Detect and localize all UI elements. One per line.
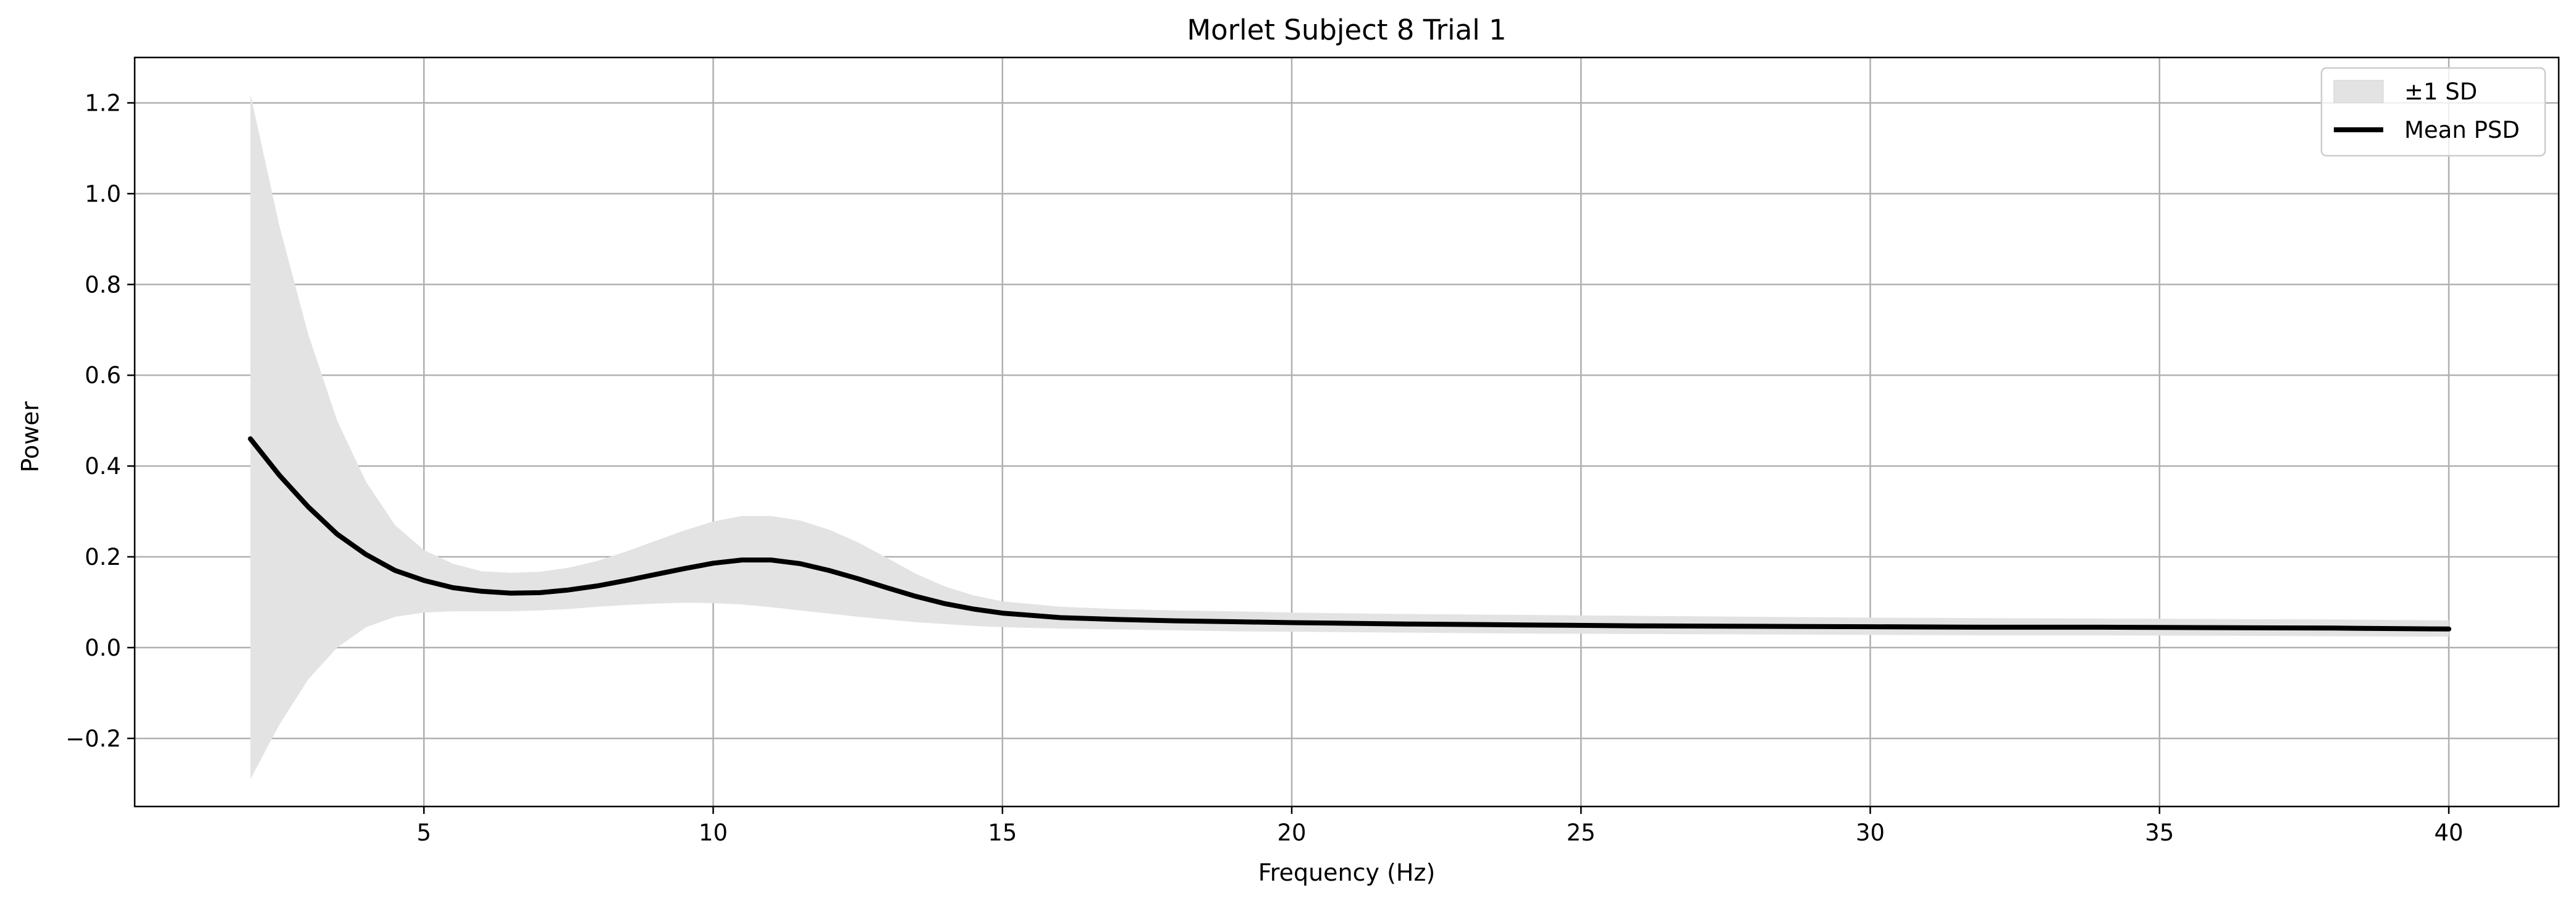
x-axis-label: Frequency (Hz) <box>1258 859 1436 886</box>
y-axis: −0.2 0.0 0.2 0.4 0.6 0.8 1.0 1.2 <box>65 90 135 752</box>
x-tick-label: 15 <box>988 819 1017 846</box>
legend-mean-label: Mean PSD <box>2404 117 2520 143</box>
mean-psd-line <box>248 436 2452 632</box>
x-tick-label: 40 <box>2435 819 2464 846</box>
grid-lines <box>135 57 2559 807</box>
legend-sd-label: ±1 SD <box>2404 78 2477 105</box>
sd-band <box>250 93 2449 779</box>
legend: ±1 SD Mean PSD <box>2320 67 2546 157</box>
x-tick-label: 25 <box>1567 819 1596 846</box>
legend-sd-swatch <box>2333 80 2384 103</box>
y-tick-label: 0.8 <box>85 271 121 298</box>
y-tick-label: 0.0 <box>85 635 121 661</box>
x-tick-label: 20 <box>1277 819 1306 846</box>
x-tick-label: 35 <box>2145 819 2174 846</box>
y-axis-label: Power <box>17 401 44 472</box>
y-tick-label: 0.6 <box>85 362 121 389</box>
x-tick-label: 10 <box>699 819 728 846</box>
y-tick-label: −0.2 <box>65 726 121 752</box>
y-tick-label: 1.2 <box>85 90 121 116</box>
plot-area <box>133 56 2560 808</box>
y-tick-label: 0.2 <box>85 544 121 570</box>
plot-frame <box>133 56 2560 808</box>
chart-title: Morlet Subject 8 Trial 1 <box>1187 14 1506 46</box>
x-axis: 5 10 15 20 25 30 35 40 <box>416 807 2464 846</box>
y-tick-label: 1.0 <box>85 180 121 207</box>
x-tick-label: 30 <box>1856 819 1885 846</box>
y-tick-label: 0.4 <box>85 453 121 480</box>
x-tick-label: 5 <box>416 819 431 846</box>
